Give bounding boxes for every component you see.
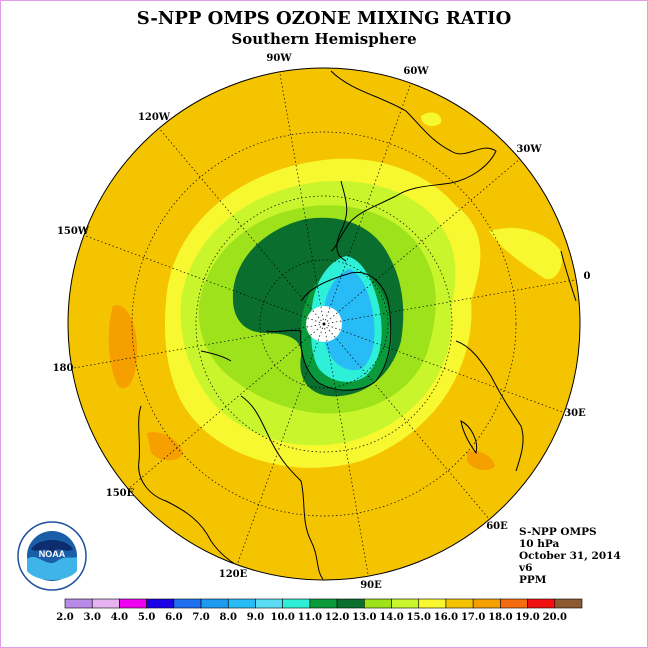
ozone-patch-southwest [147, 432, 183, 461]
colorbar-cell [500, 598, 528, 609]
lon-label-150w: 150W [57, 226, 90, 237]
colorbar-cell [391, 598, 420, 609]
lon-label-90w: 90W [266, 53, 292, 64]
colorbar-cell [227, 598, 256, 609]
lon-label-120e: 120E [219, 569, 248, 580]
colorbar-cell [173, 598, 202, 609]
map-boundary [67, 67, 581, 581]
lon-label-120w: 120W [138, 112, 171, 123]
meridians [68, 68, 580, 580]
lon-label-90e: 90E [360, 580, 382, 591]
info-version: v6 [519, 562, 533, 574]
colorbar-tick-label: 17.0 [461, 612, 485, 623]
colorbar-cell [554, 598, 583, 609]
colorbar-tick-label: 7.0 [192, 612, 209, 623]
colorbar-cell [64, 598, 93, 609]
latitude-circles [131, 131, 517, 517]
colorbar-cell [309, 598, 338, 609]
lon-label-180: 180 [53, 363, 74, 374]
logo-text: NOAA [39, 549, 66, 559]
colorbar-cell [445, 598, 474, 609]
colorbar-ticks: 2.0 3.0 4.0 5.0 6.0 7.0 8.0 9.0 10.0 11.0 12.0 13.0… [56, 612, 567, 623]
colorbar-cell [146, 598, 175, 609]
noaa-logo: NOAA [17, 521, 87, 591]
info-instrument: S-NPP OMPS [519, 526, 597, 538]
colorbar-tick-label: 5.0 [138, 612, 155, 623]
info-level: 10 hPa [519, 538, 560, 550]
colorbar-cell [119, 598, 147, 609]
colorbar-cell [91, 598, 120, 609]
lon-label-0: 0 [584, 271, 591, 282]
colorbar: 2.0 3.0 4.0 5.0 6.0 7.0 8.0 9.0 10.0 11.0 12.0 13.0… [56, 598, 583, 623]
product-info: S-NPP OMPS 10 hPa October 31, 2014 v6 PP… [519, 526, 621, 586]
lon-label-60w: 60W [403, 66, 429, 77]
colorbar-tick-label: 6.0 [165, 612, 182, 623]
colorbar-tick-label: 9.0 [247, 612, 264, 623]
colorbar-tick-label: 20.0 [543, 612, 567, 623]
colorbar-tick-label: 15.0 [407, 612, 431, 623]
colorbar-tick-label: 18.0 [488, 612, 512, 623]
colorbar-tick-label: 14.0 [379, 612, 403, 623]
colorbar-tick-label: 12.0 [325, 612, 349, 623]
colorbar-tick-label: 19.0 [515, 612, 539, 623]
info-units: PPM [519, 574, 547, 586]
page-title: S-NPP OMPS OZONE MIXING RATIO [136, 8, 512, 29]
colorbar-tick-label: 10.0 [271, 612, 295, 623]
ozone-patch-north [421, 112, 442, 127]
colorbar-cell [364, 598, 392, 609]
colorbar-cell [200, 598, 229, 609]
colorbar-tick-label: 3.0 [84, 612, 101, 623]
ozone-patch-east [489, 227, 562, 280]
colorbar-cell [255, 598, 283, 609]
colorbar-cell [282, 598, 311, 609]
colorbar-cell [418, 598, 447, 609]
colorbar-tick-label: 11.0 [298, 612, 322, 623]
colorbar-cell [527, 598, 556, 609]
colorbar-cells [64, 598, 583, 609]
colorbar-cell [336, 598, 365, 609]
lon-label-60e: 60E [486, 521, 508, 532]
lon-label-150e: 150E [106, 488, 135, 499]
colorbar-cell [472, 598, 501, 609]
polar-map: 90W 60W 30W 0 30E 60E 90E 120E 150E 180 … [53, 53, 591, 591]
page-subtitle: Southern Hemisphere [231, 30, 417, 48]
colorbar-tick-label: 8.0 [220, 612, 237, 623]
colorbar-tick-label: 2.0 [56, 612, 73, 623]
info-date: October 31, 2014 [519, 550, 621, 562]
lon-label-30e: 30E [564, 408, 586, 419]
coastlines [138, 70, 577, 580]
colorbar-tick-label: 16.0 [434, 612, 458, 623]
ozone-patch-west [108, 305, 138, 389]
colorbar-tick-label: 13.0 [352, 612, 376, 623]
colorbar-tick-label: 4.0 [111, 612, 128, 623]
lon-label-30w: 30W [516, 144, 542, 155]
ozone-patch-southeast [467, 450, 495, 471]
